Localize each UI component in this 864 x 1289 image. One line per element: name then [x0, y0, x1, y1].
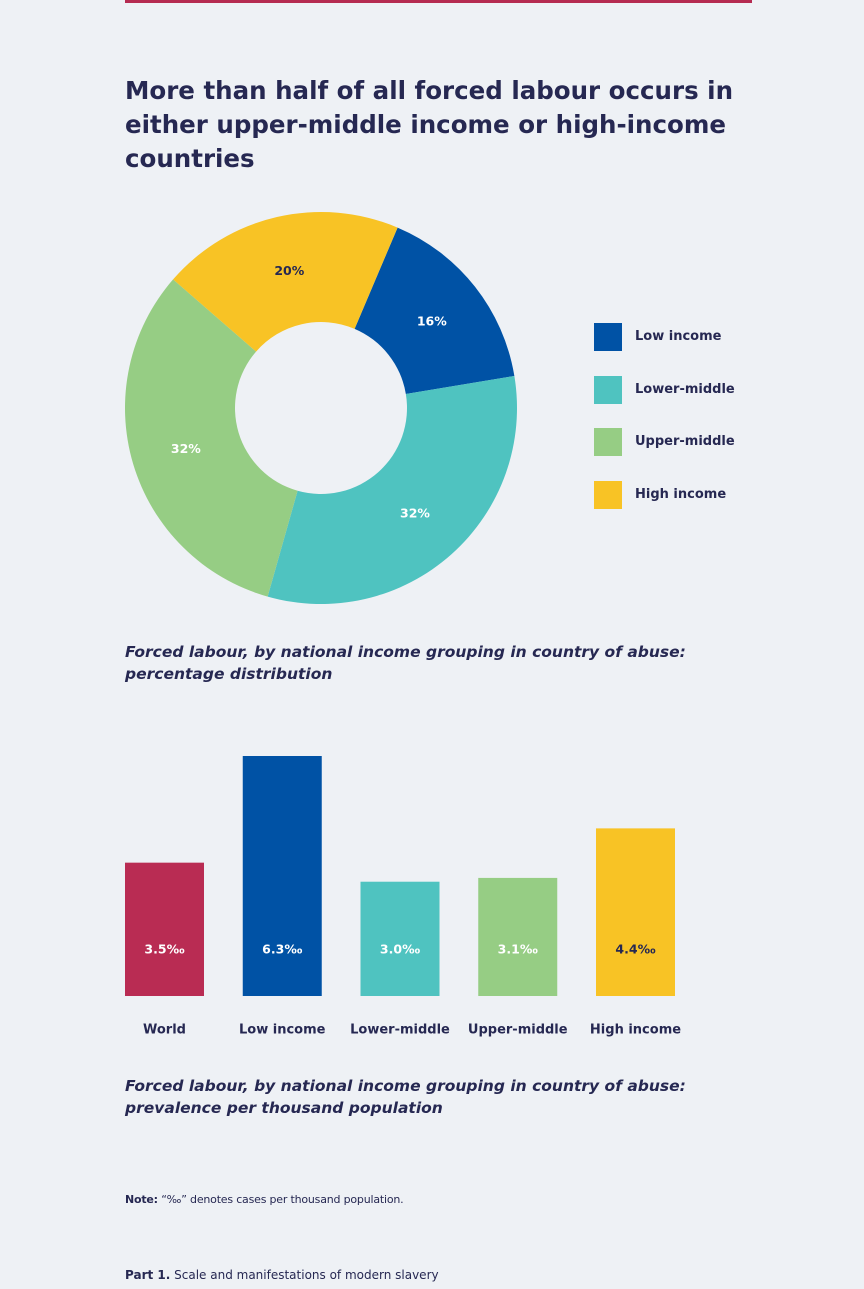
donut-label-low-income: 16% — [417, 313, 447, 328]
bar-value-label-world: 3.5‰ — [144, 942, 184, 957]
bar-value-label-upper-middle: 3.1‰ — [498, 942, 538, 957]
donut-slice-low-income — [354, 227, 515, 394]
legend-label: Lower-middle — [635, 381, 735, 397]
footer-part: Part 1. — [125, 1268, 171, 1282]
donut-chart: 16% 32% 32% 20% — [125, 212, 518, 605]
bar-high-income — [596, 828, 675, 996]
footer: Part 1. Scale and manifestations of mode… — [125, 1268, 439, 1282]
bar-category-label-lower-middle: Lower-middle — [350, 1023, 450, 1038]
note-prefix: Note: — [125, 1193, 158, 1206]
donut-label-lower-middle: 32% — [400, 506, 430, 521]
page-title: More than half of all forced labour occu… — [125, 76, 734, 173]
donut-label-high-income: 20% — [274, 263, 304, 278]
bar-category-label-high-income: High income — [590, 1023, 681, 1038]
legend-swatch — [594, 323, 622, 351]
donut-chart-caption: Forced labour, by national income groupi… — [125, 643, 686, 683]
legend-swatch — [594, 428, 622, 456]
bar-upper-middle — [478, 877, 558, 996]
bar-value-label-low-income: 6.3‰ — [262, 942, 302, 957]
donut-slice-upper-middle — [125, 279, 298, 597]
bar-category-label-low-income: Low income — [239, 1023, 326, 1038]
top-rule — [125, 0, 752, 3]
bar-low-income — [242, 756, 322, 996]
note-text: “‰” denotes cases per thousand populatio… — [161, 1193, 404, 1206]
note: Note: “‰” denotes cases per thousand pop… — [125, 1193, 404, 1206]
bar-value-label-high-income: 4.4‰ — [615, 942, 655, 957]
bar-world — [125, 862, 204, 996]
bar-chart: 3.5‰ World 6.3‰ Low income 3.0‰ Lower-middle 3… — [125, 756, 681, 1038]
bar-value-label-lower-middle: 3.0‰ — [380, 942, 420, 957]
legend-label: High income — [635, 486, 727, 502]
bar-category-label-world: World — [143, 1023, 186, 1038]
donut-label-upper-middle: 32% — [171, 441, 201, 456]
bar-lower-middle — [360, 881, 440, 996]
legend-label: Low income — [635, 329, 722, 344]
legend-swatch — [594, 480, 622, 509]
legend-swatch — [594, 375, 622, 404]
bar-chart-caption: Forced labour, by national income groupi… — [125, 1077, 686, 1117]
legend-label: Upper-middle — [635, 434, 735, 449]
footer-text: Scale and manifestations of modern slave… — [174, 1268, 439, 1282]
donut-slice-lower-middle — [267, 375, 518, 605]
bar-category-label-upper-middle: Upper-middle — [468, 1023, 568, 1038]
donut-slice-high-income — [173, 212, 398, 352]
